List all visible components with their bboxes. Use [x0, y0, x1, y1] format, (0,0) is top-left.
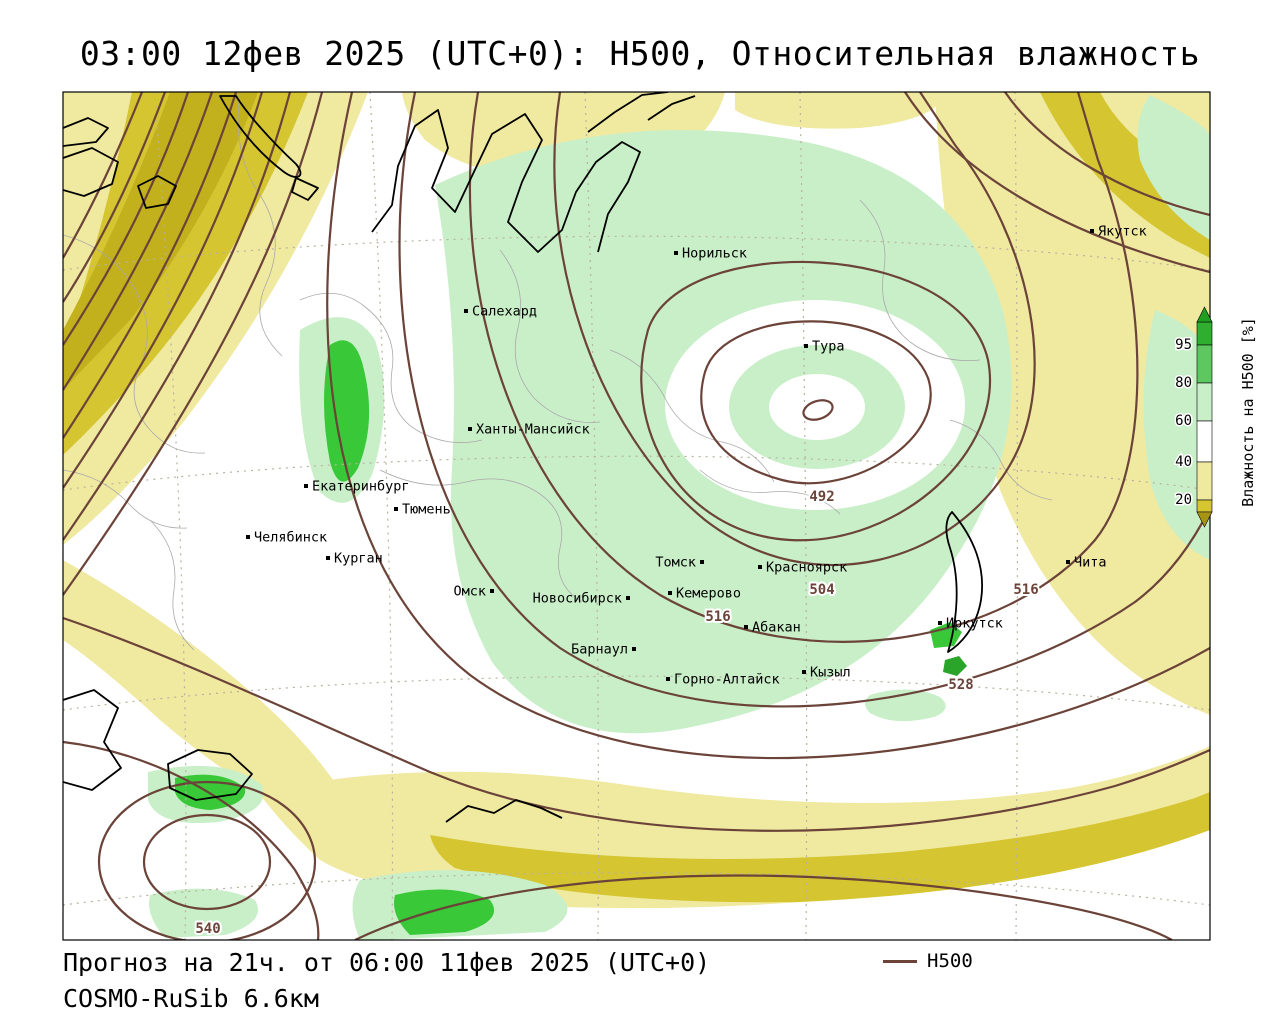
contour-labels: 492 504 516 516 528 540: [193, 487, 1040, 939]
humidity-colorbar: 95 80 60 40 20: [1174, 306, 1213, 528]
city-marker: Красноярск: [758, 560, 847, 576]
colorbar-segment: [1196, 461, 1213, 501]
city-dot: [304, 484, 308, 488]
h500-legend-label: H500: [927, 950, 973, 972]
coastlines: [63, 92, 983, 823]
city-label: Чита: [1074, 555, 1107, 571]
city-marker: Абакан: [744, 620, 801, 636]
city-label: Ханты-Мансийск: [476, 422, 590, 438]
region-borders: [63, 92, 1053, 651]
city-label: Норильск: [682, 246, 747, 262]
city-dot: [246, 535, 250, 539]
novaya-zemlya-outline: [219, 95, 302, 178]
city-marker: Якутск: [1090, 224, 1147, 240]
city-dot: [326, 556, 330, 560]
city-dot: [758, 565, 762, 569]
city-label: Горно-Алтайск: [674, 672, 780, 688]
city-marker: Новосибирск: [533, 591, 630, 607]
contour-value-label: 540: [195, 921, 220, 937]
city-dot: [394, 507, 398, 511]
city-dot: [674, 251, 678, 255]
city-label: Барнаул: [571, 642, 628, 658]
lake-baikal-outline: [945, 511, 983, 653]
colorbar-tick: 40: [1175, 454, 1192, 470]
contour-value-label: 492: [809, 489, 834, 505]
city-dot: [700, 560, 704, 564]
contour-value-label: 528: [948, 677, 973, 693]
colorbar-arrow-up-icon: [1196, 306, 1213, 323]
contour-value-label: 504: [809, 582, 834, 598]
city-label: Курган: [334, 551, 383, 567]
city-dot: [468, 427, 472, 431]
colorbar-segment: [1196, 420, 1213, 463]
map-title: 03:00 12фев 2025 (UTC+0): H500, Относите…: [79, 34, 1201, 73]
colorbar-arrow-down-icon: [1196, 511, 1213, 528]
city-marker: Тюмень: [394, 502, 451, 518]
city-dot: [464, 309, 468, 313]
city-label: Тюмень: [402, 502, 451, 518]
city-label: Иркутск: [946, 616, 1003, 632]
city-label: Якутск: [1098, 224, 1147, 240]
colorbar-tick: 20: [1175, 492, 1192, 508]
city-marker: Чита: [1066, 555, 1107, 571]
city-marker: Курган: [326, 551, 383, 567]
city-label: Кемерово: [676, 586, 741, 602]
city-marker: Екатеринбург: [304, 479, 410, 495]
city-dot: [1066, 560, 1070, 564]
colorbar-axis-label: Влажность на H500 [%]: [1239, 317, 1257, 507]
city-marker: Горно-Алтайск: [666, 672, 780, 688]
model-info: COSMO-RuSib 6.6км: [63, 984, 319, 1013]
city-dot: [666, 677, 670, 681]
city-marker: Томск: [655, 555, 704, 571]
colorbar-segment: [1196, 321, 1213, 346]
city-label: Екатеринбург: [312, 479, 410, 495]
city-label: Челябинск: [254, 530, 327, 546]
arctic-coast: [371, 109, 641, 253]
colorbar-tick: 95: [1175, 337, 1192, 353]
city-marker: Норильск: [674, 246, 747, 262]
city-marker: Ханты-Мансийск: [468, 422, 590, 438]
colorbar-segment: [1196, 344, 1213, 384]
city-dot: [744, 625, 748, 629]
city-dot: [490, 589, 494, 593]
forecast-info: Прогноз на 21ч. от 06:00 11фев 2025 (UTC…: [63, 948, 711, 977]
city-label: Томск: [655, 555, 696, 571]
contour-value-label: 516: [705, 609, 730, 625]
city-marker: Челябинск: [246, 530, 327, 546]
city-dot: [804, 344, 808, 348]
city-marker: Омск: [453, 584, 494, 600]
graticule: [63, 92, 1210, 940]
colorbar-tick: 80: [1175, 375, 1192, 391]
city-label: Тура: [812, 339, 845, 355]
city-dot: [802, 670, 806, 674]
city-dot: [632, 647, 636, 651]
city-label: Красноярск: [766, 560, 847, 576]
contour-value-label: 516: [1013, 582, 1038, 598]
h500-contour-lines: [63, 92, 1210, 940]
city-marker: Тура: [804, 339, 845, 355]
humidity-fill-regions: [63, 92, 1210, 940]
coast-topleft-islands: [63, 117, 109, 147]
city-label: Кызыл: [810, 665, 851, 681]
city-dot: [1090, 229, 1094, 233]
city-label: Новосибирск: [533, 591, 622, 607]
city-markers: Норильск Якутск Салехард Тура Ханты-Мансийск…: [246, 224, 1147, 688]
city-marker: Кызыл: [802, 665, 851, 681]
city-marker: Кемерово: [668, 586, 741, 602]
city-label: Салехард: [472, 304, 537, 320]
h500-legend-line: [883, 960, 917, 963]
city-label: Омск: [453, 584, 486, 600]
colorbar-segment: [1196, 499, 1213, 513]
city-marker: Барнаул: [571, 642, 636, 658]
colorbar-tick: 60: [1175, 413, 1192, 429]
city-marker: Иркутск: [938, 616, 1003, 632]
city-marker: Салехард: [464, 304, 537, 320]
colorbar-segment: [1196, 382, 1213, 422]
city-dot: [938, 621, 942, 625]
city-label: Абакан: [752, 620, 801, 636]
city-dot: [626, 596, 630, 600]
city-dot: [668, 591, 672, 595]
